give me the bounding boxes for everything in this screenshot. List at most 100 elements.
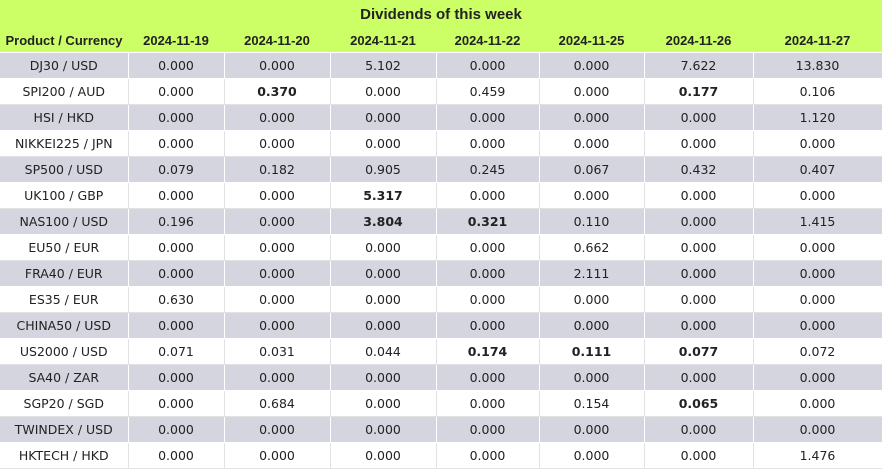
table-row: SP500 / USD 0.079 0.182 0.905 0.245 0.067 0.43… <box>0 156 882 183</box>
dividends-table: Product / Currency 2024-11-19 2024-11-20 20… <box>0 28 882 469</box>
dividend-cell: 0.000 <box>224 52 331 79</box>
product-cell: SP500 / USD <box>0 156 129 183</box>
dividend-cell: 0.000 <box>224 104 331 131</box>
table-row: UK100 / GBP 0.000 0.000 5.317 0.000 0.000 0.00… <box>0 182 882 209</box>
table-row: NIKKEI225 / JPN 0.000 0.000 0.000 0.000 0.000… <box>0 130 882 157</box>
dividend-cell: 0.000 <box>330 104 437 131</box>
dividend-cell: 0.000 <box>644 130 754 157</box>
dividend-cell: 0.000 <box>224 442 331 469</box>
dividend-cell: 0.000 <box>539 416 645 443</box>
dividend-cell: 0.000 <box>753 182 882 209</box>
dividend-cell: 0.000 <box>128 260 225 287</box>
product-cell: NAS100 / USD <box>0 208 129 235</box>
product-cell: ES35 / EUR <box>0 286 129 313</box>
dividend-cell: 1.120 <box>753 104 882 131</box>
dividend-cell: 0.000 <box>436 182 540 209</box>
dividend-cell: 0.000 <box>644 416 754 443</box>
table-row: TWINDEX / USD 0.000 0.000 0.000 0.000 0.000 0.… <box>0 416 882 443</box>
dividend-cell: 0.432 <box>644 156 754 183</box>
dividend-cell: 0.071 <box>128 338 225 365</box>
column-header-product: Product / Currency <box>0 28 128 53</box>
dividend-cell: 0.111 <box>539 338 645 365</box>
dividend-cell: 0.000 <box>539 182 645 209</box>
column-header-date: 2024-11-25 <box>539 28 644 53</box>
dividend-cell: 0.000 <box>128 78 225 105</box>
dividend-cell: 0.000 <box>128 364 225 391</box>
dividend-cell: 0.000 <box>330 130 437 157</box>
dividend-cell: 0.459 <box>436 78 540 105</box>
product-cell: SA40 / ZAR <box>0 364 129 391</box>
dividend-cell: 0.000 <box>330 442 437 469</box>
dividend-cell: 0.000 <box>224 234 331 261</box>
dividend-cell: 0.000 <box>753 130 882 157</box>
table-body: DJ30 / USD 0.000 0.000 5.102 0.000 0.000 7.622… <box>0 52 882 469</box>
dividend-cell: 0.000 <box>436 286 540 313</box>
dividend-cell: 0.245 <box>436 156 540 183</box>
dividend-cell: 5.317 <box>330 182 437 209</box>
dividend-cell: 0.000 <box>644 104 754 131</box>
dividend-cell: 0.407 <box>753 156 882 183</box>
dividend-cell: 0.630 <box>128 286 225 313</box>
dividend-cell: 0.000 <box>224 364 331 391</box>
table-row: HSI / HKD 0.000 0.000 0.000 0.000 0.000 0.000 1… <box>0 104 882 131</box>
dividend-cell: 0.000 <box>436 390 540 417</box>
dividend-cell: 0.000 <box>330 312 437 339</box>
product-cell: SGP20 / SGD <box>0 390 129 417</box>
dividend-cell: 0.000 <box>644 312 754 339</box>
dividend-cell: 0.000 <box>224 208 331 235</box>
dividend-cell: 0.000 <box>436 416 540 443</box>
product-cell: NIKKEI225 / JPN <box>0 130 129 157</box>
dividend-cell: 0.000 <box>436 52 540 79</box>
table-row: SA40 / ZAR 0.000 0.000 0.000 0.000 0.000 0.000… <box>0 364 882 391</box>
dividend-cell: 0.077 <box>644 338 754 365</box>
dividend-cell: 7.622 <box>644 52 754 79</box>
product-cell: HSI / HKD <box>0 104 129 131</box>
column-header-date: 2024-11-19 <box>128 28 224 53</box>
dividend-cell: 0.177 <box>644 78 754 105</box>
dividend-cell: 0.321 <box>436 208 540 235</box>
dividend-cell: 0.196 <box>128 208 225 235</box>
dividend-cell: 0.000 <box>128 130 225 157</box>
dividend-cell: 0.000 <box>330 286 437 313</box>
dividend-cell: 0.079 <box>128 156 225 183</box>
dividend-cell: 0.000 <box>128 104 225 131</box>
header-row: Product / Currency 2024-11-19 2024-11-20 20… <box>0 28 882 53</box>
table-title: Dividends of this week <box>0 0 882 28</box>
dividend-cell: 0.000 <box>436 442 540 469</box>
dividend-cell: 0.065 <box>644 390 754 417</box>
dividend-cell: 0.110 <box>539 208 645 235</box>
dividend-cell: 0.000 <box>224 416 331 443</box>
dividend-cell: 0.000 <box>436 234 540 261</box>
column-header-date: 2024-11-22 <box>436 28 539 53</box>
dividend-cell: 0.370 <box>224 78 331 105</box>
dividend-cell: 0.000 <box>539 52 645 79</box>
dividend-cell: 0.000 <box>539 312 645 339</box>
dividend-cell: 0.000 <box>644 364 754 391</box>
dividend-cell: 2.111 <box>539 260 645 287</box>
dividend-cell: 0.067 <box>539 156 645 183</box>
table-row: ES35 / EUR 0.630 0.000 0.000 0.000 0.000 0.000… <box>0 286 882 313</box>
dividend-cell: 0.000 <box>128 312 225 339</box>
dividend-cell: 0.000 <box>644 286 754 313</box>
dividend-cell: 0.106 <box>753 78 882 105</box>
dividend-cell: 0.000 <box>436 312 540 339</box>
dividend-cell: 0.000 <box>224 130 331 157</box>
column-header-date: 2024-11-21 <box>330 28 436 53</box>
dividend-cell: 0.000 <box>330 416 437 443</box>
table-row: CHINA50 / USD 0.000 0.000 0.000 0.000 0.000 0.… <box>0 312 882 339</box>
column-header-date: 2024-11-26 <box>644 28 753 53</box>
table-row: FRA40 / EUR 0.000 0.000 0.000 0.000 2.111 0.00… <box>0 260 882 287</box>
dividend-cell: 0.000 <box>224 312 331 339</box>
product-cell: UK100 / GBP <box>0 182 129 209</box>
dividend-cell: 0.000 <box>753 234 882 261</box>
dividend-cell: 0.000 <box>128 234 225 261</box>
dividend-cell: 1.415 <box>753 208 882 235</box>
table-row: SPI200 / AUD 0.000 0.370 0.000 0.459 0.000 0.1… <box>0 78 882 105</box>
dividend-cell: 0.000 <box>644 182 754 209</box>
dividend-cell: 0.000 <box>644 234 754 261</box>
dividend-cell: 0.000 <box>330 390 437 417</box>
dividend-cell: 0.000 <box>330 260 437 287</box>
dividend-cell: 0.000 <box>539 364 645 391</box>
dividend-cell: 0.000 <box>224 286 331 313</box>
dividend-cell: 0.000 <box>330 234 437 261</box>
